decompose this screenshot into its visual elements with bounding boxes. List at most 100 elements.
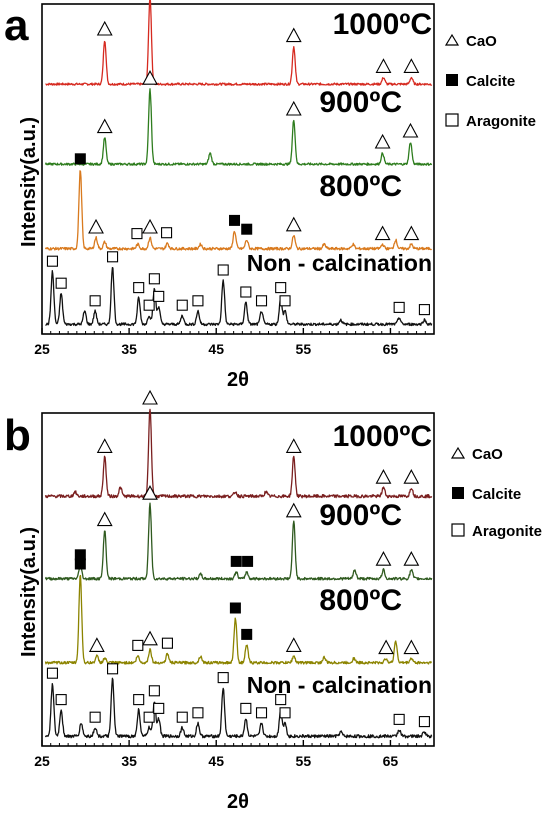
aragonite-marker (55, 277, 67, 289)
series-layer (44, 0, 433, 327)
series-label-900: 900ºC (319, 499, 402, 532)
aragonite-marker (55, 694, 67, 706)
calcite-marker (74, 558, 86, 570)
cao-marker (142, 218, 158, 234)
aragonite-marker (46, 255, 59, 267)
x-tick-label: 45 (208, 753, 224, 769)
x-axis-label: 2θ (227, 369, 249, 391)
cao-marker (375, 58, 392, 73)
series-line (45, 0, 433, 86)
aragonite-marker (418, 716, 430, 728)
aragonite-marker (255, 295, 268, 307)
x-tick-label: 25 (34, 753, 50, 769)
series-label-non-calcination: Non - calcination (247, 250, 432, 276)
cao-marker (402, 122, 419, 138)
legend-cao-symbol (444, 33, 460, 46)
x-axis-label: 2θ (227, 791, 249, 813)
cao-marker (142, 630, 158, 646)
aragonite-marker (161, 227, 173, 239)
calcite-marker (241, 628, 253, 640)
x-tick-label: 55 (296, 753, 312, 769)
aragonite-marker (217, 264, 229, 276)
aragonite-marker (393, 301, 405, 313)
aragonite-marker (153, 702, 165, 714)
panel-a: a Intensity(a.u.) 25 35 45 55 65 2θ 1000ºC 9… (4, 0, 536, 391)
cao-marker (285, 502, 302, 518)
aragonite-marker (143, 711, 155, 723)
aragonite-marker (240, 702, 252, 714)
cao-marker (88, 637, 105, 652)
aragonite-marker (89, 295, 101, 307)
aragonite-marker (176, 711, 188, 723)
series-line (44, 574, 433, 665)
x-tick-label: 55 (296, 341, 312, 357)
series-label-800: 800ºC (319, 584, 402, 617)
x-tick-label: 65 (383, 753, 399, 769)
panel-letter: b (4, 411, 31, 460)
calcite-marker (229, 214, 241, 226)
aragonite-marker (153, 290, 165, 302)
x-axis: 25 35 45 55 65 (34, 328, 435, 357)
legend-cao-symbol (450, 446, 466, 459)
series-line (44, 502, 433, 581)
cao-marker (285, 27, 302, 43)
series-line (44, 170, 432, 251)
cao-marker (403, 58, 420, 73)
cao-marker (96, 118, 113, 134)
aragonite-marker (107, 663, 119, 675)
x-tick-label: 65 (383, 341, 399, 357)
legend-calcite-label: Calcite (472, 486, 521, 503)
aragonite-marker (133, 694, 145, 706)
series-label-1000: 1000ºC (333, 420, 432, 453)
series-line (44, 408, 433, 499)
marker-layer (46, 20, 430, 316)
calcite-marker (229, 602, 241, 614)
series-label-1000: 1000ºC (333, 8, 432, 41)
legend-calcite-symbol (452, 487, 464, 499)
cao-marker (403, 225, 420, 241)
cao-marker (285, 100, 302, 116)
aragonite-marker (148, 273, 160, 285)
aragonite-marker (89, 711, 101, 723)
aragonite-marker (46, 667, 59, 679)
cao-marker (374, 225, 391, 241)
legend-calcite-label: Calcite (466, 73, 515, 90)
cao-marker (403, 639, 420, 655)
aragonite-marker (143, 299, 155, 311)
aragonite-marker (275, 282, 287, 294)
cao-marker (96, 438, 113, 453)
legend-aragonite-symbol (445, 113, 459, 127)
series-line (45, 266, 433, 327)
legend-cao-label: CaO (472, 446, 503, 463)
aragonite-marker (255, 707, 268, 719)
series-line (44, 88, 433, 166)
aragonite-marker (275, 694, 287, 706)
aragonite-marker (217, 672, 229, 684)
calcite-marker (241, 223, 253, 235)
series-label-non-calcination: Non - calcination (247, 672, 432, 698)
series-layer (44, 408, 433, 739)
aragonite-marker (148, 685, 160, 697)
series-label-900: 900ºC (319, 86, 402, 119)
aragonite-marker (107, 251, 119, 263)
aragonite-marker (131, 228, 143, 240)
aragonite-marker (418, 304, 430, 316)
aragonite-marker (192, 295, 204, 307)
cao-marker (374, 133, 391, 149)
legend-cao-label: CaO (466, 33, 497, 50)
calcite-marker (74, 153, 86, 165)
legend-aragonite-symbol (451, 523, 465, 537)
series-label-800: 800ºC (319, 170, 402, 203)
series-line (44, 677, 433, 739)
x-tick-label: 35 (121, 753, 137, 769)
x-tick-label: 45 (208, 341, 224, 357)
cao-marker (375, 469, 392, 484)
cao-marker (403, 469, 420, 484)
aragonite-marker (240, 286, 252, 298)
cao-marker (375, 551, 392, 566)
plot-frame (41, 412, 435, 747)
cao-marker (378, 639, 395, 655)
aragonite-marker (176, 299, 188, 311)
legend-aragonite-label: Aragonite (466, 113, 536, 130)
cao-marker (285, 438, 302, 453)
